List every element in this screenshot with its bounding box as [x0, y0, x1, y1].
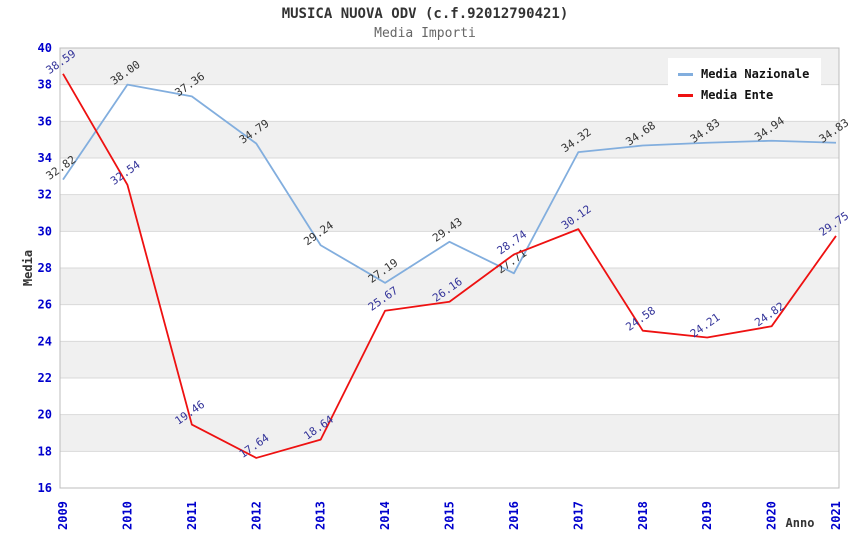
legend: Media Nazionale Media Ente: [668, 58, 822, 111]
y-tick-label: 28: [38, 261, 52, 275]
y-tick-label: 26: [38, 298, 52, 312]
y-tick-label: 36: [38, 114, 52, 128]
x-tick-label: 2013: [314, 501, 328, 530]
x-tick-label: 2018: [636, 501, 650, 530]
x-tick-label: 2019: [700, 501, 714, 530]
y-tick-label: 34: [38, 151, 52, 165]
x-tick-label: 2017: [571, 501, 585, 530]
legend-item-media-ente: Media Ente: [678, 88, 809, 102]
x-tick-label: 2016: [507, 501, 521, 530]
legend-label-media-nazionale: Media Nazionale: [701, 67, 810, 81]
series-line-media-ente: [62, 73, 837, 459]
x-tick-label: 2011: [185, 501, 199, 530]
x-tick-label: 2010: [120, 501, 134, 530]
legend-item-media-nazionale: Media Nazionale: [678, 67, 809, 81]
x-tick-label: 2021: [829, 501, 843, 530]
y-tick-label: 32: [38, 188, 52, 202]
y-tick-label: 16: [38, 481, 52, 495]
y-tick-label: 38: [38, 78, 52, 92]
y-tick-label: 30: [38, 224, 52, 238]
legend-swatch-nazionale-icon: [678, 72, 693, 76]
y-tick-label: 20: [38, 408, 52, 422]
x-tick-label: 2020: [765, 501, 779, 530]
x-tick-label: 2009: [56, 501, 70, 530]
x-tick-label: 2015: [443, 501, 457, 530]
chart-title: MUSICA NUOVA ODV (c.f.92012790421): [281, 6, 569, 22]
plot-band: [60, 194, 839, 232]
x-tick-label: 2012: [249, 501, 263, 530]
legend-swatch-ente-icon: [678, 93, 693, 97]
x-axis-title: Anno: [786, 516, 815, 530]
x-tick-label: 2014: [378, 501, 392, 530]
plot-band: [60, 341, 839, 378]
legend-label-media-ente: Media Ente: [701, 88, 774, 102]
chart-subtitle: Media Importi: [374, 26, 476, 41]
y-tick-label: 18: [38, 444, 52, 458]
y-tick-label: 22: [38, 371, 52, 385]
plot-band: [60, 121, 839, 158]
plot-border: [59, 47, 840, 489]
plot-band: [60, 414, 839, 452]
y-tick-label: 40: [38, 41, 52, 55]
y-tick-label: 24: [38, 334, 52, 348]
plot-band: [60, 268, 839, 305]
y-axis-title: Media: [21, 250, 35, 286]
series-line-media-nazionale: [62, 83, 837, 284]
